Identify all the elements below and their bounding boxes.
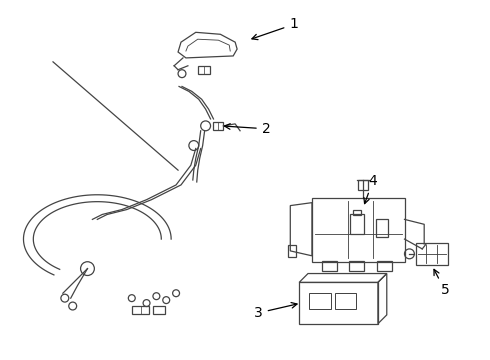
Bar bbox=[214, 122, 223, 130]
Bar bbox=[309, 293, 331, 309]
Bar bbox=[376, 219, 388, 237]
Bar bbox=[335, 293, 356, 309]
Text: 2: 2 bbox=[224, 122, 270, 136]
Bar bbox=[353, 210, 361, 215]
Text: 3: 3 bbox=[254, 302, 297, 320]
Text: 1: 1 bbox=[252, 17, 298, 40]
Bar bbox=[416, 243, 448, 265]
Bar bbox=[198, 66, 210, 74]
Bar bbox=[312, 198, 406, 262]
Bar bbox=[377, 261, 392, 271]
Bar bbox=[153, 306, 165, 314]
Text: 4: 4 bbox=[364, 174, 377, 204]
Bar bbox=[358, 180, 368, 190]
Bar bbox=[288, 245, 296, 257]
Bar bbox=[349, 261, 364, 271]
Bar bbox=[299, 282, 378, 324]
Bar bbox=[132, 306, 149, 314]
Bar bbox=[350, 215, 364, 234]
Text: 5: 5 bbox=[434, 269, 449, 297]
Bar bbox=[322, 261, 337, 271]
